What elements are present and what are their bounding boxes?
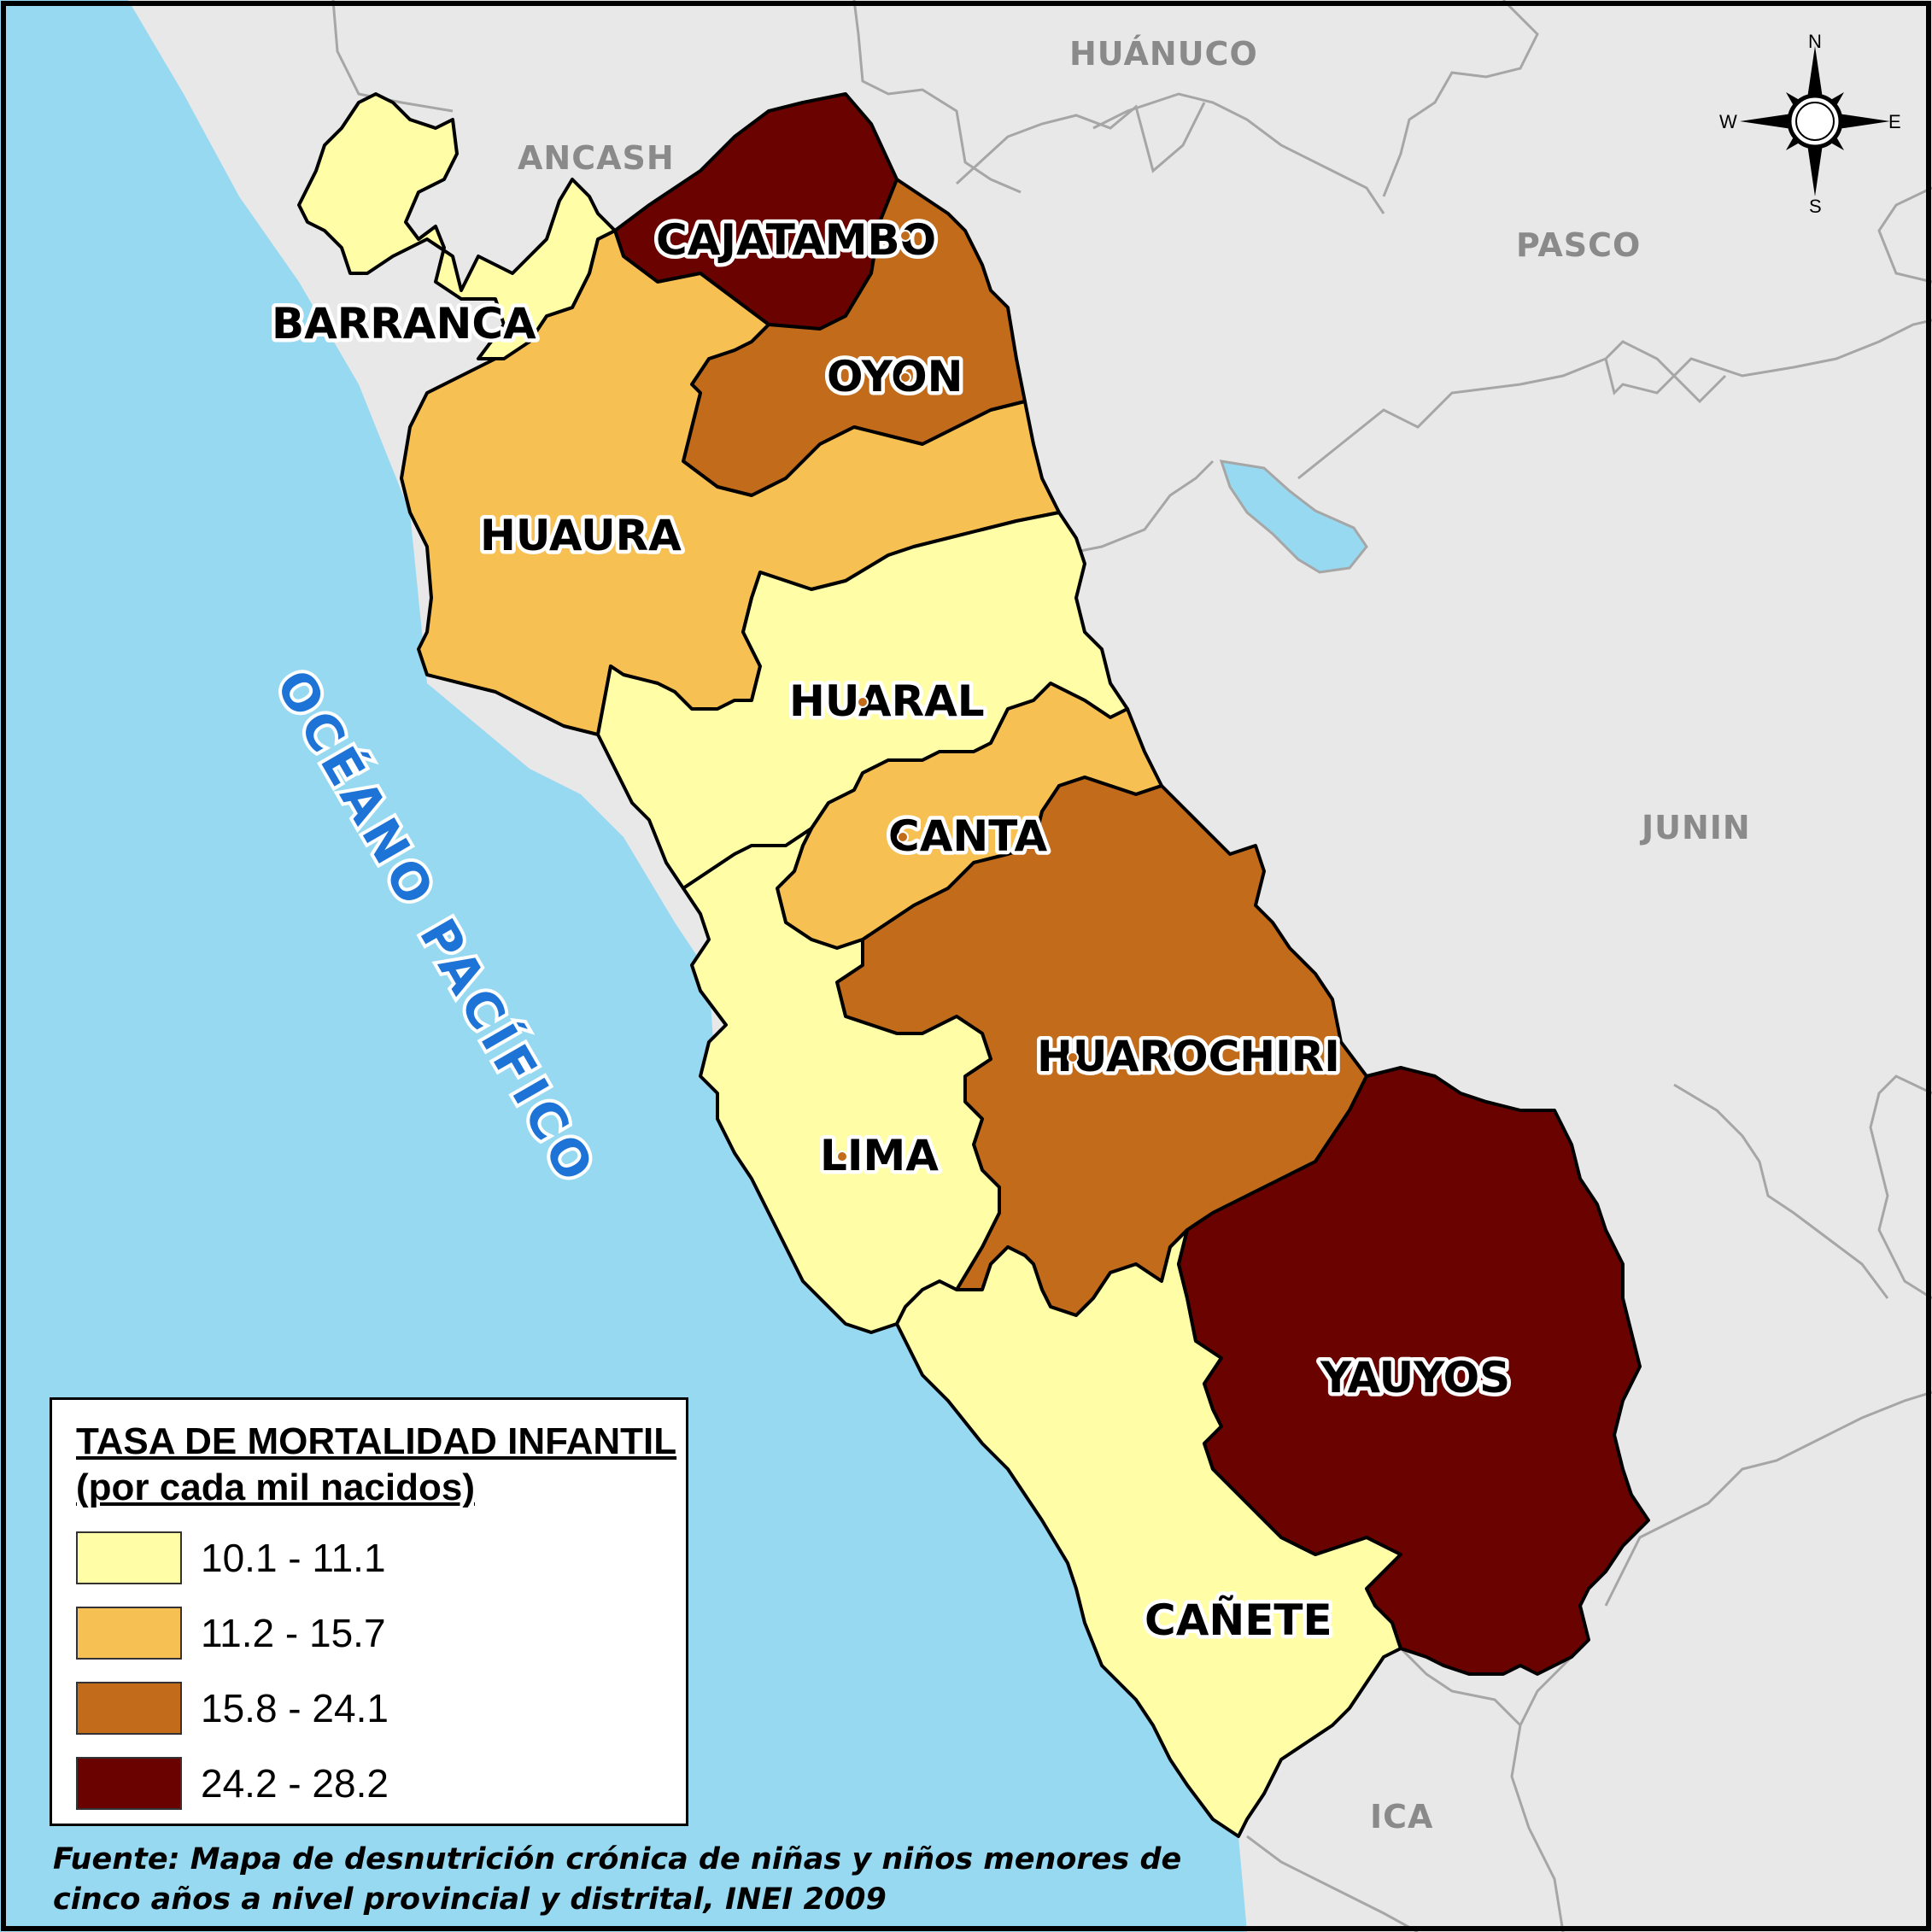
legend-item: 15.8 - 24.1 (76, 1680, 686, 1736)
legend-title-line1: TASA DE MORTALIDAD INFANTIL (76, 1420, 677, 1462)
dept-label-pasco: PASCO (1516, 226, 1641, 264)
legend-title-line2: (por cada mil nacidos) (76, 1467, 475, 1508)
province-label-oyon: OYON (827, 352, 963, 401)
source-line1: Fuente: Mapa de desnutrición crónica de … (53, 1842, 1182, 1876)
legend-item: 10.1 - 11.1 (76, 1530, 686, 1586)
capital-dot-huaral (857, 696, 869, 708)
legend-swatch (76, 1607, 182, 1660)
compass-arrow-east-icon (1832, 113, 1890, 130)
province-barranca (297, 92, 617, 360)
legend-range: 10.1 - 11.1 (201, 1536, 386, 1580)
capital-dot-oyon (899, 372, 911, 383)
compass-s-label: S (1809, 196, 1822, 217)
province-label-huaral: HUARAL (789, 676, 985, 726)
compass-arrow-north-icon (1806, 46, 1824, 104)
province-yauyos (1168, 1066, 1650, 1676)
province-label-huaura: HUAURA (480, 511, 682, 560)
legend-swatch (76, 1531, 182, 1584)
dept-label-ancash: ANCASH (518, 139, 675, 177)
capital-markers (836, 230, 1079, 1162)
compass-arrow-west-icon (1740, 113, 1798, 130)
province-label-canta: CANTA (888, 811, 1047, 861)
legend-swatch (76, 1757, 182, 1810)
source-note: Fuente: Mapa de desnutrición crónica de … (53, 1840, 1249, 1920)
legend-item: 24.2 - 28.2 (76, 1755, 686, 1812)
compass-arrow-south-icon (1806, 138, 1824, 196)
capital-dot-canta (897, 831, 909, 843)
source-line2: cinco años a nivel provincial y distrita… (53, 1882, 887, 1917)
department-borders (331, 0, 1932, 1932)
capital-dot-cajatambo (899, 230, 911, 242)
dept-label-ica: ICA (1370, 1798, 1433, 1835)
compass-e-label: E (1888, 111, 1901, 132)
compass-rose: N S E W (1719, 31, 1901, 217)
compass-n-label: N (1808, 31, 1822, 52)
compass-w-label: W (1719, 111, 1737, 132)
province-label-huarochiri: HUAROCHIRI (1037, 1032, 1340, 1081)
dept-label-junin: JUNIN (1639, 809, 1751, 846)
capital-dot-huarochiri (1067, 1051, 1079, 1063)
province-label-barranca: BARRANCA (272, 299, 536, 348)
lake (1219, 460, 1368, 574)
province-label-yauyos: YAUYOS (1320, 1353, 1510, 1402)
provinces (297, 92, 1650, 1838)
legend-item: 11.2 - 15.7 (76, 1605, 686, 1661)
province-lima (682, 827, 1001, 1334)
legend-range: 24.2 - 28.2 (201, 1761, 389, 1806)
province-label-canete: CAÑETE (1145, 1595, 1332, 1645)
compass-center (1795, 102, 1835, 141)
dept-label-huanuco: HUÁNUCO (1069, 35, 1258, 73)
legend-swatch (76, 1682, 182, 1735)
legend-range: 15.8 - 24.1 (201, 1686, 389, 1730)
capital-dot-lima (836, 1150, 848, 1162)
legend: TASA DE MORTALIDAD INFANTIL (por cada mi… (50, 1397, 688, 1826)
province-label-cajatambo: CAJATAMBO (656, 215, 936, 265)
legend-range: 11.2 - 15.7 (201, 1611, 386, 1655)
